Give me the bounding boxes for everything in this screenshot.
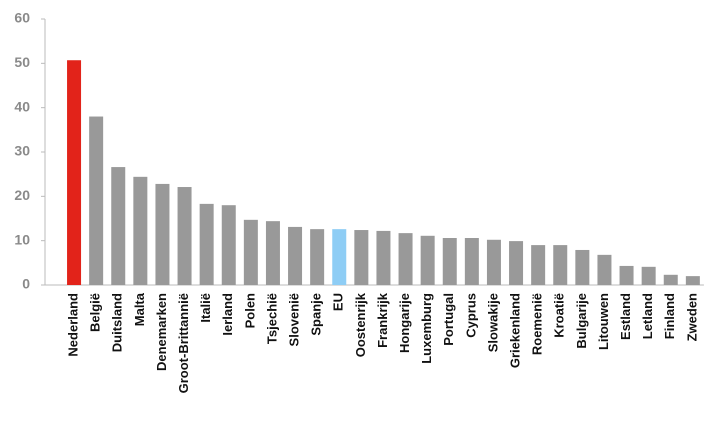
x-tick-label: Slovenië (286, 293, 301, 346)
x-tick-label: Slowakije (485, 293, 500, 352)
x-tick-label: Cyprus (463, 293, 478, 338)
bar (199, 203, 214, 285)
bar (354, 230, 369, 285)
x-tick-label: Duitsland (110, 293, 125, 352)
y-tick-label: 40 (14, 98, 30, 114)
x-tick-label: Letland (640, 293, 655, 339)
x-tick-label: Polen (242, 293, 257, 328)
bar (575, 249, 590, 285)
x-tick-label: Griekenland (507, 293, 522, 368)
x-tick-label: Finland (662, 293, 677, 339)
x-tick-label: Tsjechië (264, 293, 279, 344)
bar (133, 176, 148, 285)
bar (486, 239, 501, 285)
bar (221, 205, 236, 285)
x-tick-label: Ierland (220, 293, 235, 336)
y-tick-label: 50 (14, 54, 30, 70)
bar (464, 238, 479, 285)
bar (663, 274, 678, 285)
x-tick-label: Bulgarije (574, 293, 589, 349)
x-tick-label: Denemarken (154, 293, 169, 371)
bar (641, 266, 656, 285)
x-tick-label: Luxemburg (419, 293, 434, 364)
bar (288, 226, 303, 285)
bar (685, 276, 700, 285)
x-tick-label: Malta (132, 292, 147, 326)
y-tick-label: 10 (14, 231, 30, 247)
bar (553, 245, 568, 285)
x-tick-label: Groot-Brittannië (176, 293, 191, 393)
bar (442, 238, 457, 285)
bar (398, 233, 413, 285)
x-tick-label: Zweden (684, 293, 699, 341)
bar (509, 241, 524, 285)
bar (420, 235, 435, 285)
x-tick-label: Kroatië (552, 293, 567, 338)
bar (111, 167, 126, 285)
x-tick-label: Roemenië (530, 293, 545, 355)
x-tick-label: Hongarije (397, 293, 412, 353)
bar (265, 221, 280, 285)
bar (597, 254, 612, 285)
bar (619, 265, 634, 285)
bar (89, 116, 104, 286)
x-tick-label: Spanje (309, 293, 324, 336)
bar (531, 245, 546, 285)
bar (332, 229, 347, 285)
y-tick-label: 30 (14, 143, 30, 159)
bar (67, 60, 82, 286)
x-tick-label: Nederland (65, 293, 80, 357)
x-tick-label: EU (331, 293, 346, 311)
bar (243, 219, 258, 285)
bar (376, 230, 391, 285)
x-tick-label: Litouwen (596, 293, 611, 350)
y-tick-label: 20 (14, 187, 30, 203)
bar (310, 229, 325, 285)
x-tick-label: Estland (618, 293, 633, 340)
y-tick-label: 0 (22, 276, 30, 292)
x-tick-label: Italië (198, 293, 213, 323)
y-tick-label: 60 (14, 10, 30, 26)
x-tick-label: Oostenrijk (353, 292, 368, 357)
bar (155, 183, 170, 285)
x-tick-label: België (88, 293, 103, 332)
x-tick-label: Portugal (441, 293, 456, 346)
x-tick-label: Frankrijk (375, 292, 390, 348)
bar (177, 187, 192, 285)
